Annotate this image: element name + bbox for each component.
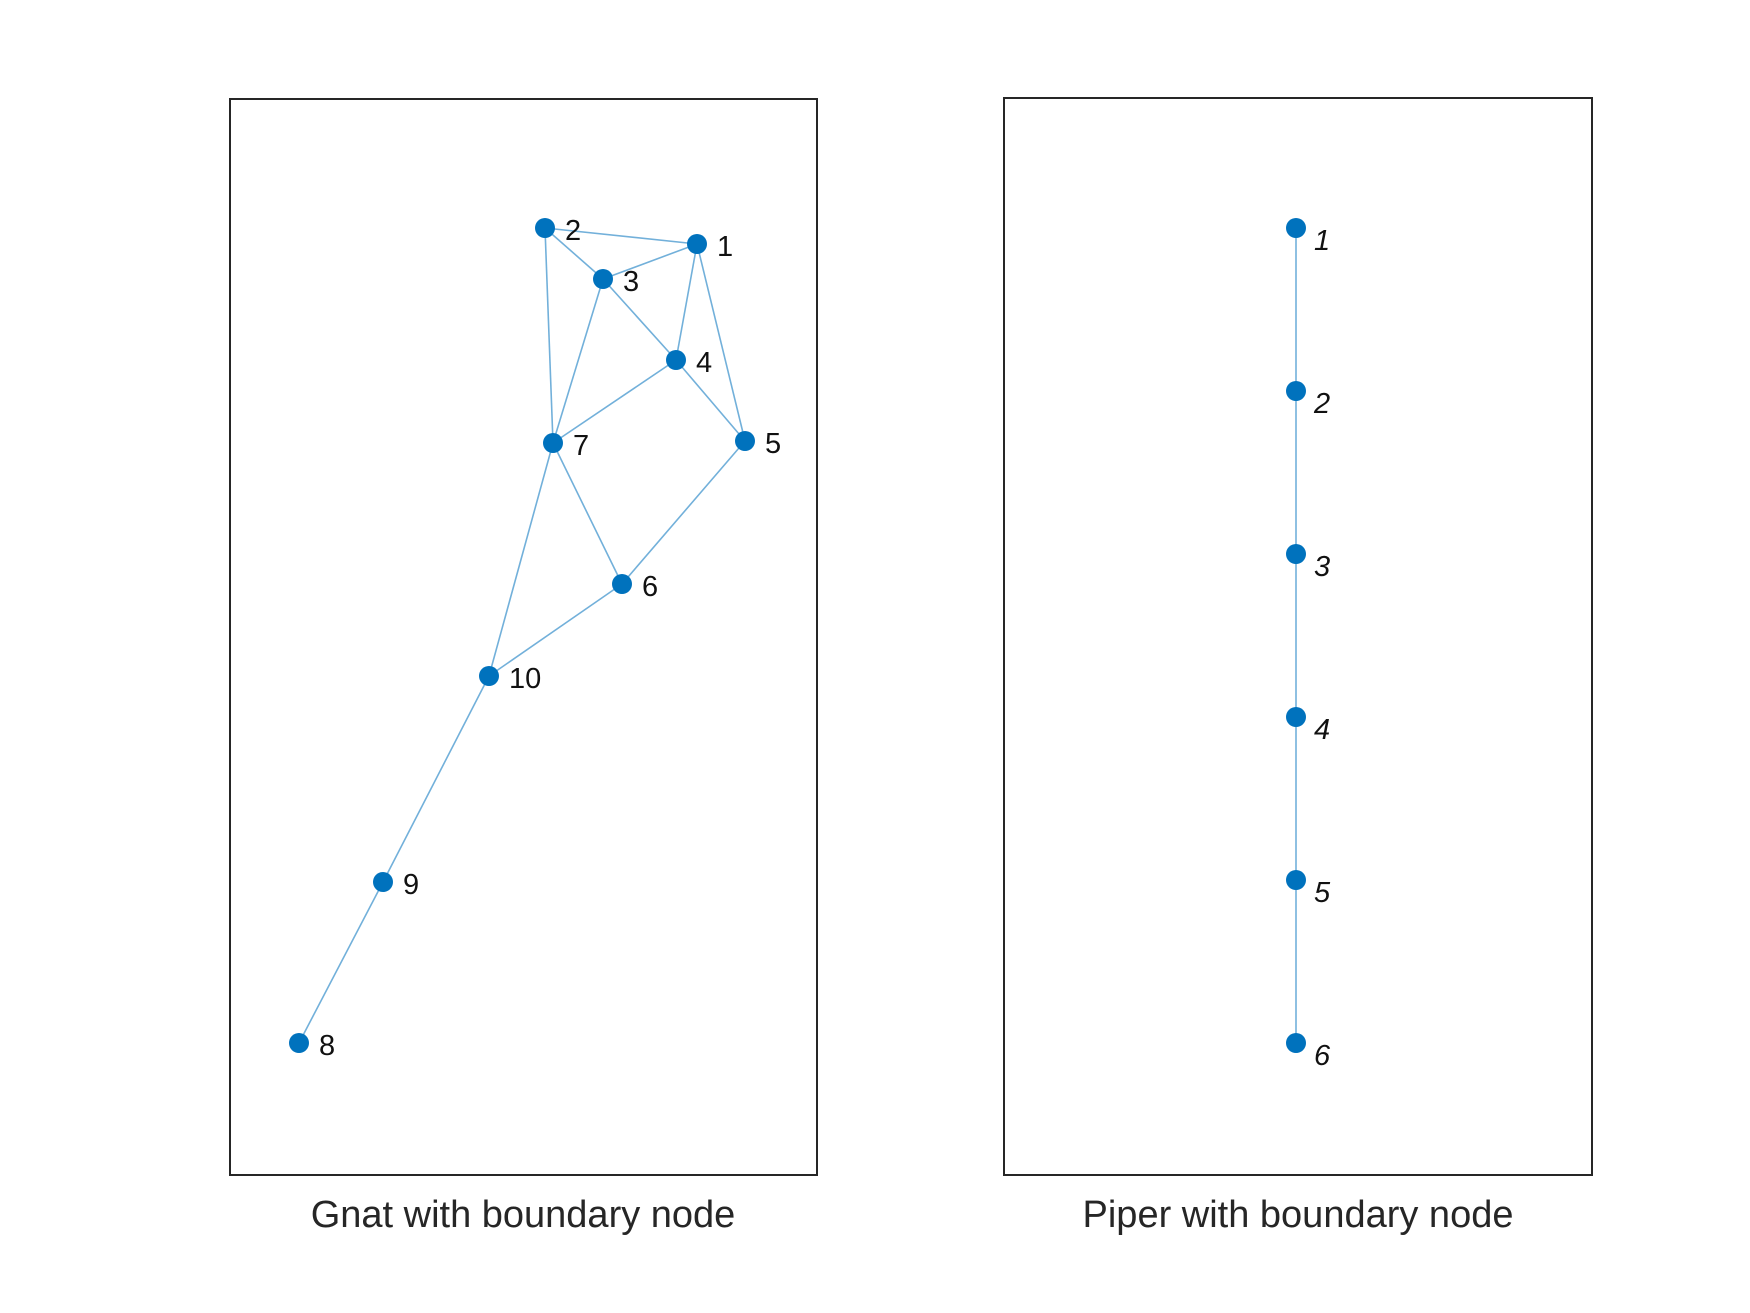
piper-nodes: 1 2 3 4 5 6 (1286, 218, 1331, 1072)
gnat-edges (298, 227, 746, 1044)
gnat-edge-9-8 (298, 881, 384, 1044)
gnat-node-label-5: 5 (765, 428, 781, 460)
piper-node-4 (1286, 707, 1306, 727)
piper-node-label-4: 4 (1314, 714, 1330, 746)
gnat-node-label-6: 6 (642, 571, 658, 603)
gnat-edge-3-7 (552, 278, 604, 444)
gnat-node-1 (687, 234, 707, 254)
piper-node-2 (1286, 381, 1306, 401)
piper-node-6 (1286, 1033, 1306, 1053)
piper-node-label-3: 3 (1314, 551, 1330, 583)
piper-axes-frame (1003, 97, 1593, 1176)
gnat-node-label-9: 9 (403, 869, 419, 901)
gnat-edge-3-1 (602, 243, 698, 280)
gnat-edge-4-5 (675, 359, 746, 442)
gnat-edge-3-4 (602, 278, 677, 361)
gnat-edge-2-3 (544, 227, 604, 280)
gnat-edge-4-7 (552, 359, 677, 444)
gnat-axes-frame (229, 98, 818, 1176)
piper-node-label-5: 5 (1314, 877, 1331, 909)
gnat-edge-1-4 (675, 243, 698, 361)
gnat-edge-1-5 (696, 243, 746, 442)
gnat-node-6 (612, 574, 632, 594)
piper-node-label-6: 6 (1314, 1040, 1331, 1072)
piper-caption: Piper with boundary node (1083, 1194, 1514, 1236)
gnat-edge-7-6 (552, 442, 623, 585)
gnat-node-label-3: 3 (623, 266, 639, 298)
gnat-node-label-10: 10 (509, 663, 541, 695)
gnat-edge-2-1 (544, 227, 698, 245)
gnat-node-5 (735, 431, 755, 451)
gnat-node-label-4: 4 (696, 347, 712, 379)
gnat-node-2 (535, 218, 555, 238)
gnat-edge-10-9 (382, 675, 490, 883)
gnat-node-label-1: 1 (717, 231, 733, 263)
piper-node-label-2: 2 (1313, 388, 1330, 420)
gnat-node-4 (666, 350, 686, 370)
piper-node-5 (1286, 870, 1306, 890)
gnat-edge-2-7 (544, 227, 554, 444)
gnat-node-10 (479, 666, 499, 686)
gnat-edge-5-6 (621, 440, 746, 585)
gnat-edge-6-10 (488, 583, 623, 677)
piper-node-1 (1286, 218, 1306, 238)
gnat-node-7 (543, 433, 563, 453)
gnat-caption: Gnat with boundary node (311, 1194, 736, 1236)
gnat-node-label-8: 8 (319, 1030, 335, 1062)
piper-node-label-1: 1 (1314, 225, 1330, 257)
gnat-edge-7-10 (488, 442, 554, 677)
gnat-node-8 (289, 1033, 309, 1053)
piper-panel: 1 2 3 4 5 6 Piper with boundary node (1003, 97, 1593, 1236)
gnat-panel: 1 2 3 4 5 6 7 8 9 10 Gnat with boundary node (229, 98, 818, 1236)
gnat-node-9 (373, 872, 393, 892)
gnat-nodes: 1 2 3 4 5 6 7 8 9 10 (289, 215, 781, 1062)
piper-node-3 (1286, 544, 1306, 564)
gnat-node-label-7: 7 (573, 430, 589, 462)
gnat-node-3 (593, 269, 613, 289)
gnat-node-label-2: 2 (565, 215, 581, 247)
